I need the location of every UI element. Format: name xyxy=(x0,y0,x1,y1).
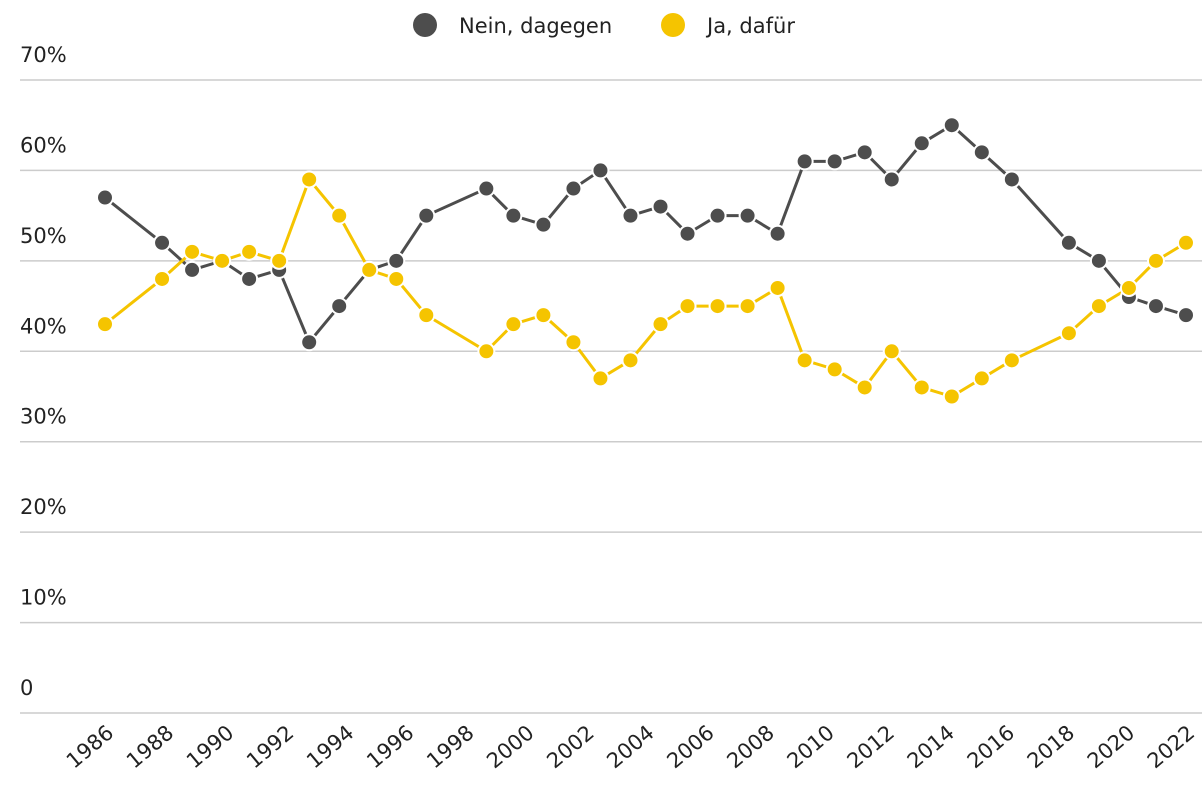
data-point xyxy=(417,306,436,325)
data-point xyxy=(240,269,259,288)
data-point xyxy=(825,152,844,171)
data-point xyxy=(621,206,640,225)
y-tick-label: 30% xyxy=(20,405,67,429)
data-point xyxy=(882,342,901,361)
legend-marker xyxy=(413,13,437,37)
data-point xyxy=(360,260,379,279)
legend-label: Ja, dafür xyxy=(705,14,795,38)
data-point xyxy=(651,197,670,216)
data-point xyxy=(213,251,232,270)
data-point xyxy=(678,297,697,316)
y-tick-label: 0 xyxy=(20,676,33,700)
data-point xyxy=(795,351,814,370)
data-point xyxy=(621,351,640,370)
data-point xyxy=(768,224,787,243)
data-point xyxy=(1119,278,1138,297)
y-tick-label: 20% xyxy=(20,495,67,519)
data-point xyxy=(591,161,610,180)
legend-marker xyxy=(661,13,685,37)
data-point xyxy=(564,179,583,198)
data-point xyxy=(1146,251,1165,270)
data-point xyxy=(183,242,202,261)
data-point xyxy=(678,224,697,243)
data-point xyxy=(1089,251,1108,270)
data-point xyxy=(417,206,436,225)
x-tick-label: 2010 xyxy=(783,720,839,773)
x-tick-label: 2018 xyxy=(1023,720,1079,773)
x-tick-label: 2012 xyxy=(843,720,899,773)
y-tick-label: 50% xyxy=(20,224,67,248)
data-point xyxy=(96,315,114,334)
x-tick-label: 1986 xyxy=(62,720,118,773)
data-point xyxy=(330,297,349,316)
x-tick-label: 1996 xyxy=(362,720,418,773)
data-point xyxy=(1177,233,1195,252)
data-point xyxy=(825,360,844,379)
data-point xyxy=(1146,297,1165,316)
y-tick-label: 70% xyxy=(20,43,67,67)
legend-label: Nein, dagegen xyxy=(459,14,612,38)
series-line xyxy=(104,123,1187,346)
data-point xyxy=(270,251,289,270)
x-tick-label: 1994 xyxy=(302,720,358,773)
data-point xyxy=(1177,306,1195,325)
data-point xyxy=(300,170,319,189)
x-tick-label: 2020 xyxy=(1083,720,1139,773)
y-tick-label: 10% xyxy=(20,586,67,610)
x-tick-label: 2006 xyxy=(662,720,718,773)
data-point xyxy=(768,278,787,297)
data-point xyxy=(477,179,496,198)
y-tick-label: 60% xyxy=(20,133,67,157)
data-point xyxy=(972,369,991,388)
x-tick-label: 2004 xyxy=(602,720,658,773)
data-point xyxy=(504,206,523,225)
data-point xyxy=(1002,170,1021,189)
x-tick-label: 2008 xyxy=(722,720,778,773)
data-point xyxy=(96,188,114,207)
data-point xyxy=(972,143,991,162)
data-point xyxy=(708,206,727,225)
data-point xyxy=(477,342,496,361)
y-tick-label: 40% xyxy=(20,314,67,338)
x-tick-label: 1992 xyxy=(242,720,298,773)
data-point xyxy=(942,387,961,406)
x-tick-label: 2022 xyxy=(1143,720,1199,773)
x-tick-label: 2002 xyxy=(542,720,598,773)
data-point xyxy=(738,206,757,225)
data-point xyxy=(1059,324,1078,343)
data-point xyxy=(912,134,931,153)
data-point xyxy=(534,306,553,325)
data-point xyxy=(651,315,670,334)
data-point xyxy=(300,333,319,352)
data-point xyxy=(708,297,727,316)
data-point xyxy=(855,143,874,162)
data-point xyxy=(387,251,406,270)
data-point xyxy=(912,378,931,397)
data-point xyxy=(534,215,553,234)
data-point xyxy=(240,242,259,261)
x-tick-label: 2000 xyxy=(482,720,538,773)
data-point xyxy=(591,369,610,388)
data-point xyxy=(942,116,961,135)
x-tick-label: 2014 xyxy=(903,720,959,773)
data-point xyxy=(882,170,901,189)
data-point xyxy=(387,269,406,288)
data-point xyxy=(183,260,202,279)
data-point xyxy=(1059,233,1078,252)
data-point xyxy=(564,333,583,352)
data-point xyxy=(153,233,172,252)
x-tick-label: 1990 xyxy=(182,720,238,773)
x-tick-label: 1988 xyxy=(122,720,178,773)
data-point xyxy=(1002,351,1021,370)
data-point xyxy=(330,206,349,225)
x-tick-label: 2016 xyxy=(963,720,1019,773)
x-tick-label: 1998 xyxy=(422,720,478,773)
data-point xyxy=(504,315,523,334)
data-point xyxy=(795,152,814,171)
data-point xyxy=(855,378,874,397)
data-point xyxy=(738,297,757,316)
data-point xyxy=(1089,297,1108,316)
data-point xyxy=(153,269,172,288)
